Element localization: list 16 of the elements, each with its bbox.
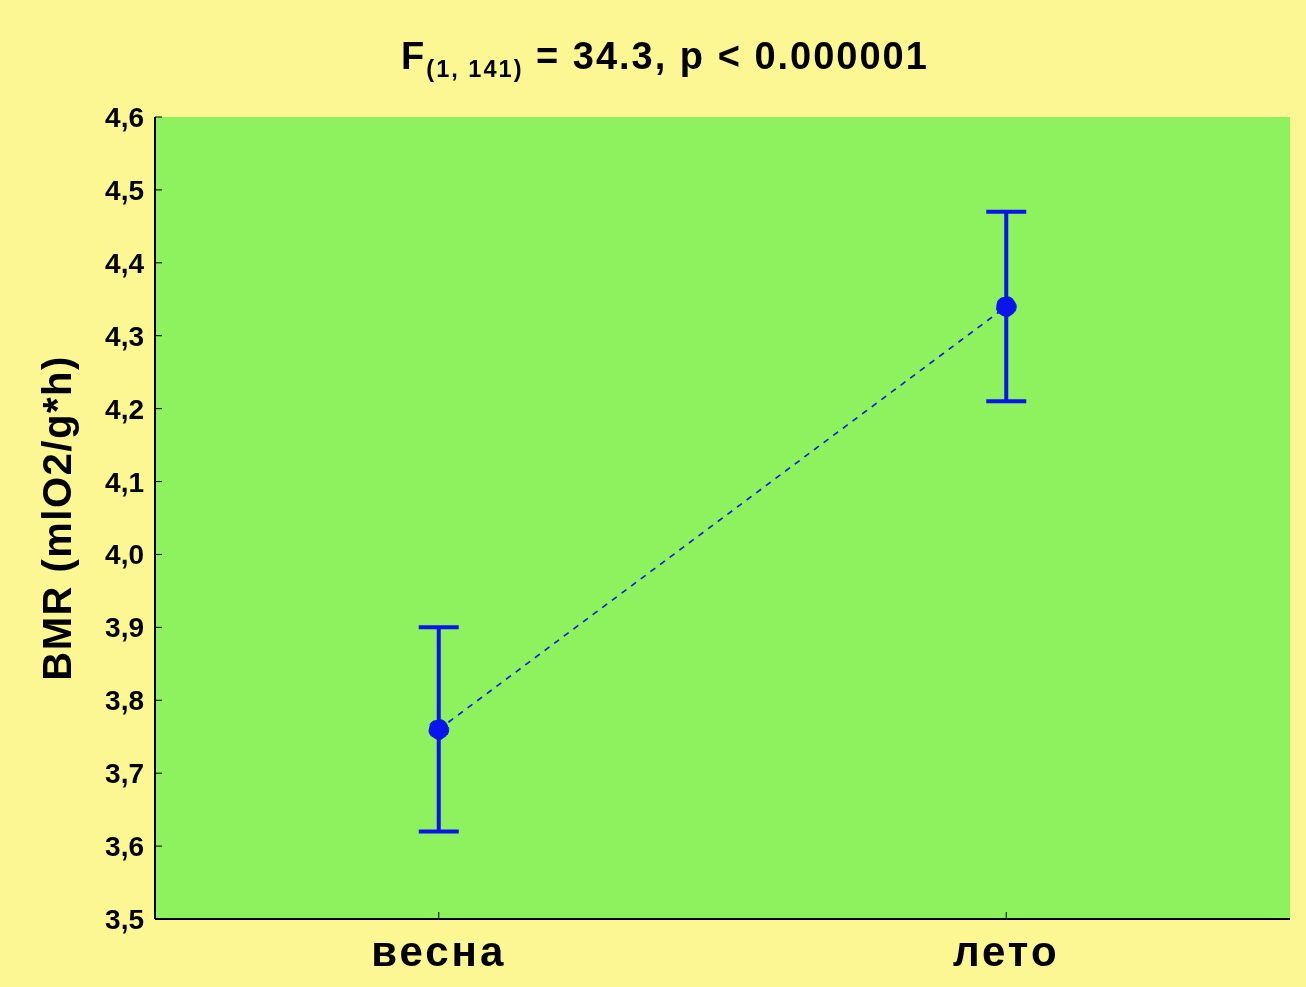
y-axis-title: BMR (mlO2/g*h) (35, 355, 79, 681)
y-tick-label: 4,0 (105, 539, 144, 571)
y-tick-label: 3,8 (105, 685, 144, 717)
y-tick-label: 4,5 (105, 174, 144, 206)
y-tick-label: 4,2 (105, 393, 144, 425)
y-tick-label: 3,6 (105, 831, 144, 863)
chart-title: F$_{(1, 141)}$ = 34.3, p < 0.000001 (400, 34, 930, 85)
y-tick-label: 4,6 (105, 102, 144, 133)
y-tick-label: 3,7 (105, 758, 144, 790)
y-tick-label: 4,1 (105, 466, 144, 498)
y-tick-label: 4,4 (105, 247, 145, 279)
y-tick-label: 4,3 (105, 320, 144, 352)
y-tick-label: 3,5 (105, 904, 144, 935)
y-tick-label: 3,9 (105, 612, 144, 644)
x-tick-label: весна (371, 928, 507, 975)
x-tick-label: лето (952, 928, 1060, 975)
